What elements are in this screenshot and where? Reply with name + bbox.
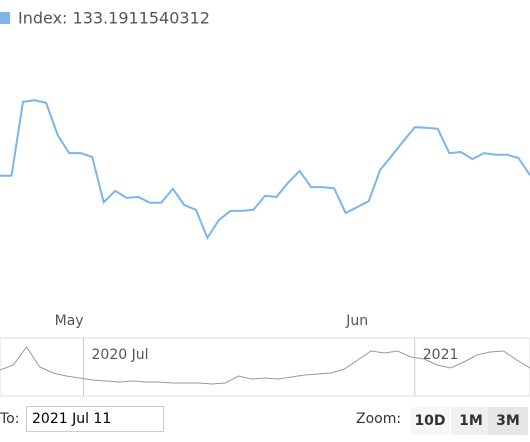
zoom-button[interactable]: 1M	[451, 407, 491, 435]
legend-symbol	[0, 12, 10, 24]
line	[0, 99, 530, 241]
navigator-label: 2020 Jul	[92, 347, 149, 363]
to-label: To:	[0, 411, 20, 427]
chart: Index: 133.1911540312 May Jun 2020 Jul 2021	[0, 9, 530, 397]
legend-label: Index: 133.1911540312	[18, 9, 210, 28]
zoom-button[interactable]: 10D	[410, 407, 450, 435]
to-input[interactable]: 2021 Jul 11	[26, 406, 164, 432]
zoom-label: Zoom:	[356, 411, 402, 427]
navigator-frame	[0, 337, 530, 397]
navigator-line	[0, 346, 530, 385]
zoom-button[interactable]: 3M	[488, 407, 528, 435]
x-tick-label: Jun	[345, 313, 368, 329]
x-tick-label: May	[55, 313, 84, 329]
navigator-label: 2021	[423, 347, 459, 363]
